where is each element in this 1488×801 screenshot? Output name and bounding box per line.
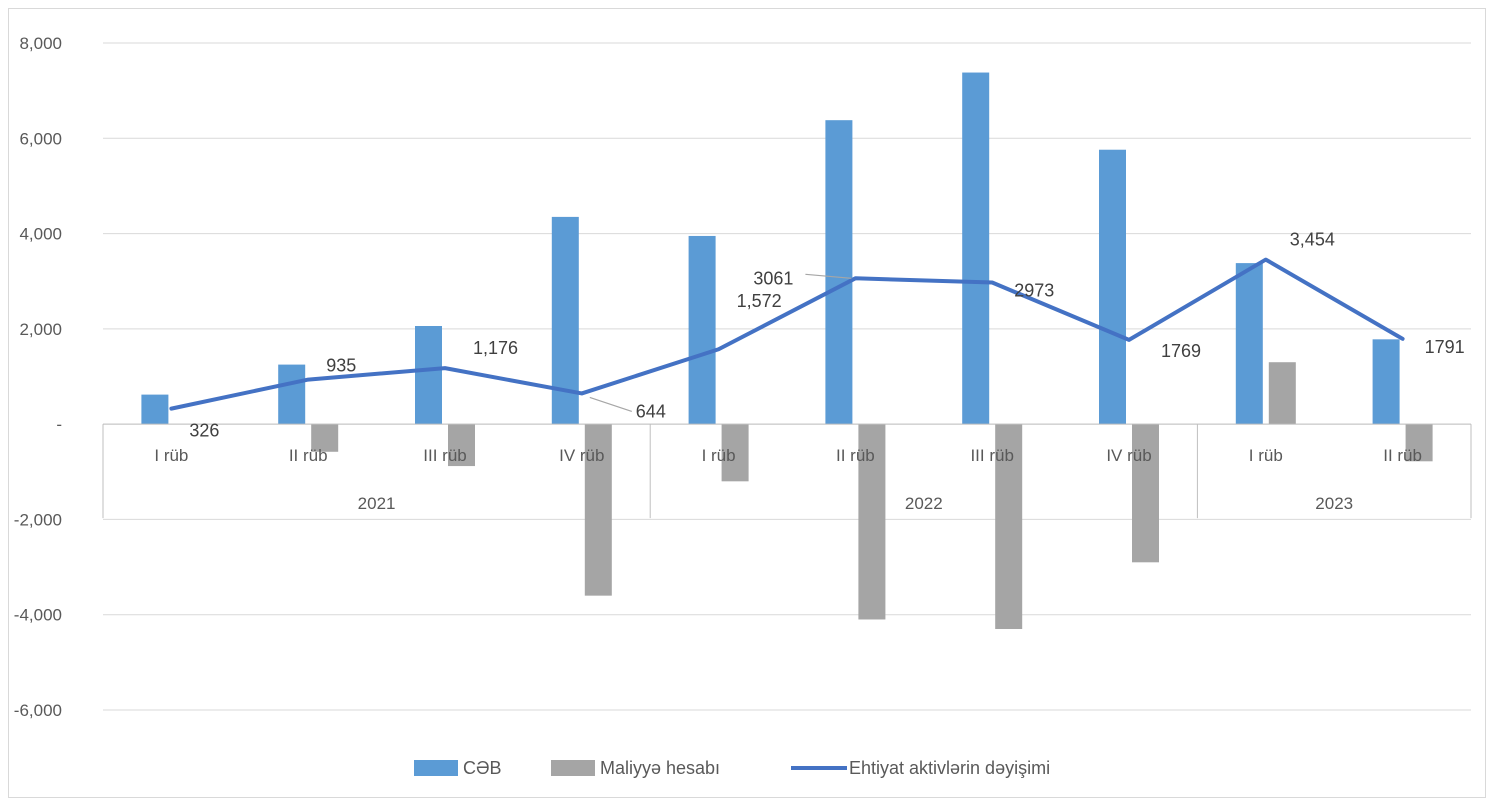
y-axis: 8,000 6,000 4,000 2,000 - -2,000 -4,000 -6,000 <box>14 34 62 720</box>
bar-ceb <box>1099 149 1126 425</box>
bar-maliyye <box>311 424 339 452</box>
bar-maliyye <box>584 424 612 596</box>
x-tick-label: I rüb <box>702 446 736 465</box>
line-data-label: 644 <box>636 401 666 421</box>
bar-ceb <box>1235 263 1263 425</box>
bar-ceb <box>278 364 306 425</box>
y-tick-label: -2,000 <box>14 510 62 529</box>
x-axis: I rüb II rüb III rüb IV rüb I rüb II rüb III r… <box>102 423 1472 519</box>
line-ehtiyat <box>169 257 1405 411</box>
x-tick-label: I rüb <box>154 446 188 465</box>
bar-maliyye <box>858 424 886 620</box>
y-tick-label: - <box>56 415 62 434</box>
y-tick-label: 2,000 <box>19 320 62 339</box>
x-tick-label: IV rüb <box>1106 446 1151 465</box>
x-tick-label: III rüb <box>970 446 1013 465</box>
line-data-label: 1791 <box>1425 337 1465 357</box>
year-group-label: 2023 <box>1315 494 1353 513</box>
y-tick-label: 4,000 <box>19 225 62 244</box>
bar-maliyye <box>721 424 749 482</box>
bar-ceb <box>415 325 442 425</box>
y-tick-label: -6,000 <box>14 701 62 720</box>
bar-ceb <box>1372 339 1400 425</box>
line-data-label: 2973 <box>1014 281 1054 301</box>
legend-swatch <box>414 760 458 776</box>
bar-maliyye <box>1405 424 1433 462</box>
x-tick-label: III rüb <box>423 446 466 465</box>
leader-line <box>589 396 632 413</box>
bar-ceb <box>825 120 853 425</box>
year-group-label: 2021 <box>358 494 396 513</box>
legend-label: Maliyyə hesabı <box>600 758 720 778</box>
legend-swatch <box>551 760 595 776</box>
x-tick-label: II rüb <box>836 446 875 465</box>
leader-line <box>805 273 852 279</box>
line-data-label: 3061 <box>753 268 793 288</box>
y-tick-label: 8,000 <box>19 34 62 53</box>
bar-maliyye <box>995 424 1023 630</box>
bar-maliyye <box>1268 362 1296 425</box>
x-tick-label: II rüb <box>289 446 328 465</box>
bar-maliyye <box>448 424 475 467</box>
line-data-label: 3,454 <box>1290 230 1335 250</box>
x-tick-label: I rüb <box>1249 446 1283 465</box>
line-data-label: 1,176 <box>473 338 518 358</box>
y-tick-label: 6,000 <box>19 129 62 148</box>
line-data-label: 935 <box>326 356 356 376</box>
year-group-label: 2022 <box>905 494 943 513</box>
data-labels: 326 935 1,176 644 1,572 3061 2973 1769 3,454 1791 <box>189 230 1464 441</box>
legend-label: Ehtiyat aktivlərin dəyişimi <box>849 758 1050 778</box>
line-data-label: 1,572 <box>737 291 782 311</box>
bar-ceb <box>141 394 169 425</box>
bar-ceb <box>688 235 716 425</box>
legend-label: CƏB <box>463 758 502 778</box>
bars <box>141 72 1433 630</box>
line-data-label: 326 <box>189 421 219 441</box>
line-series <box>169 257 1405 411</box>
bar-ceb <box>962 72 990 425</box>
gridlines <box>103 42 1471 711</box>
x-tick-label: IV rüb <box>559 446 604 465</box>
legend: CƏB Maliyyə hesabı Ehtiyat aktivlərin dəyi… <box>414 758 1050 778</box>
x-tick-label: II rüb <box>1383 446 1422 465</box>
y-tick-label: -4,000 <box>14 606 62 625</box>
line-data-label: 1769 <box>1161 341 1201 361</box>
bar-maliyye <box>1132 424 1159 563</box>
